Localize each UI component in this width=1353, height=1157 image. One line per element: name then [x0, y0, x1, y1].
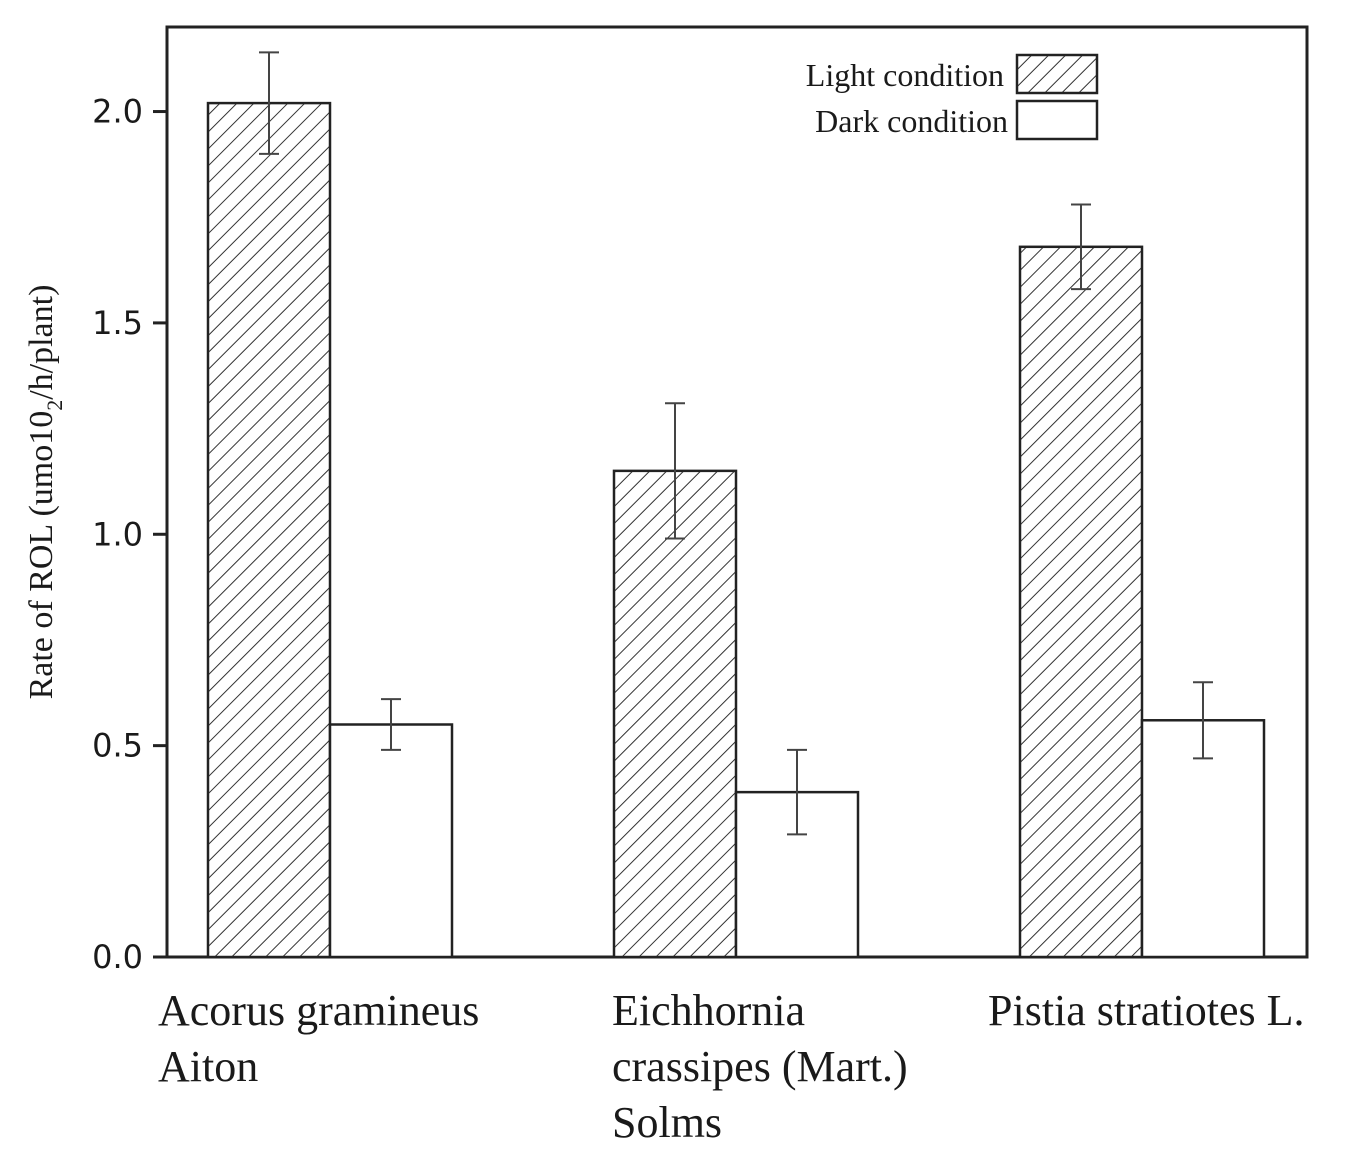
error-bar	[381, 698, 401, 751]
bar-light-3	[1018, 245, 1144, 959]
x-category-label: Eichhornia crassipes (Mart.) Solms	[612, 986, 908, 1147]
bar-dark-1	[328, 723, 454, 959]
bar-light-1	[206, 101, 332, 959]
legend-label-dark: Dark condition	[815, 103, 1008, 139]
error-bar	[1071, 203, 1091, 291]
bar-dark-3	[1140, 719, 1266, 959]
x-category-label: Acorus gramineus Aiton	[158, 986, 479, 1091]
error-bar	[787, 748, 807, 836]
error-bar	[665, 402, 685, 540]
bar-light-2	[612, 469, 738, 959]
legend-swatch-dark	[1015, 99, 1099, 141]
y-tick-label: 0.0	[92, 938, 143, 976]
legend-swatch-light	[1015, 53, 1099, 95]
y-tick-label: 2.0	[92, 93, 143, 131]
x-category-label: Pistia stratiotes L.	[988, 986, 1305, 1035]
error-bar	[1193, 681, 1213, 760]
legend: Light condition Dark condition	[806, 53, 1099, 141]
error-bar	[259, 51, 279, 155]
y-tick-label: 1.0	[92, 515, 143, 553]
legend-label-light: Light condition	[806, 57, 1004, 93]
y-tick-label: 0.5	[92, 727, 143, 765]
y-tick-label: 1.5	[92, 304, 143, 342]
y-axis-label: Rate of ROL (umo102/h/plant)	[23, 285, 67, 700]
